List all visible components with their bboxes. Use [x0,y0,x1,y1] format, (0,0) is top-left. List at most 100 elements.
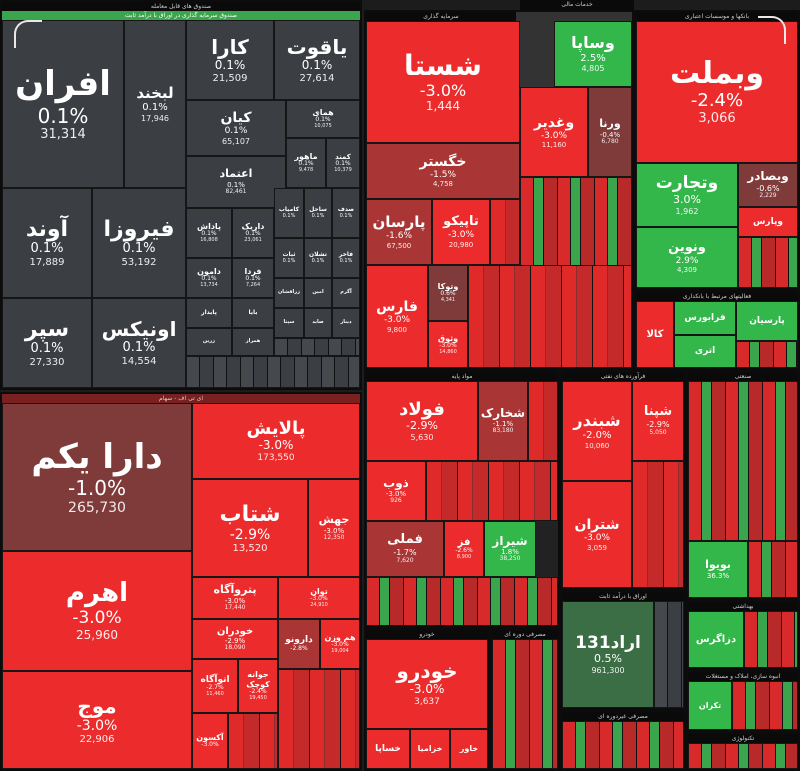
tile-javane[interactable]: جوانه کوچک -2.4% 19,450 [238,659,278,713]
tile-kian[interactable]: کیان 0.1% 65,107 [186,100,286,156]
tile-group-small[interactable] [468,265,632,368]
tile-khsapa[interactable]: خساپا [366,729,410,769]
tile-tavan[interactable]: توان -3.0% 24,910 [278,577,360,619]
tile-varna[interactable]: ورنا -0.4% 6,780 [588,87,632,177]
tile-separ[interactable]: سپر 0.1% 27,330 [2,298,92,388]
tile-athari[interactable]: اتری [674,335,736,368]
tile-etemad[interactable]: اعتماد 0.1% 82,461 [186,156,286,208]
tile-farda[interactable]: فردا 0.1% 7,264 [232,258,274,298]
tile-hamraz[interactable]: همراز [232,328,274,356]
tile-khodran[interactable]: خودران -2.9% 18,090 [192,619,278,659]
tile-group-small[interactable] [744,611,798,668]
tile-group-small[interactable] [632,461,684,588]
tile-vtejarat[interactable]: وتجارت 3.0% 1,962 [636,163,738,227]
tile-etoagah[interactable]: اتوآگاه -2.7% 11,460 [192,659,238,713]
tile-group-small[interactable] [562,721,684,769]
tile-mowj[interactable]: موج -3.0% 22,906 [2,671,192,769]
tile-shiraz[interactable]: شیراز 1.8% 38,250 [484,521,536,577]
tile-petroagah[interactable]: پتروآگاه -3.0% 17,440 [192,577,278,619]
tile-kala[interactable]: کالا [636,301,674,368]
tile-hamay[interactable]: همای 0.1% 10,075 [286,100,360,138]
tile-khzamia[interactable]: خزامیا [410,729,450,769]
tile-shasta[interactable]: شستا -3.0% 1,444 [366,21,520,143]
tile-faraboors[interactable]: فرابورس [674,301,736,335]
tile-vpars[interactable]: وپارس [738,207,798,237]
tile-group-small[interactable] [186,356,360,388]
tile-akson[interactable]: آکسون -3.0% [192,713,228,769]
tile-avand[interactable]: آوند 0.1% 17,889 [2,188,92,298]
tile-group-small[interactable] [520,177,632,267]
tile-shapna[interactable]: شپنا -2.9% 5,050 [632,381,684,461]
tile-ahrom[interactable]: آگرم [332,278,360,308]
tile-group-small[interactable] [688,381,798,541]
tile-tapiko[interactable]: تاپیکو -3.0% 20,980 [432,199,490,265]
tile-saed[interactable]: صاید [304,308,332,338]
tile-damoon[interactable]: دامون 0.1% 13,734 [186,258,232,298]
tile-yaghoot[interactable]: یاقوت 0.1% 27,614 [274,20,360,100]
tile-darik[interactable]: داریک 0.1% 23,061 [232,208,274,258]
tile-kamyab[interactable]: کامیاب 0.1% [274,188,304,238]
tile-zarafsh[interactable]: زرافشان [274,278,304,308]
tile-kara[interactable]: کارا 0.1% 21,509 [186,20,274,100]
tile-tekran[interactable]: تکران [688,681,732,730]
tile-ahrom2[interactable]: اهرم -3.0% 25,960 [2,551,192,671]
tile-firooza[interactable]: فیروزا 0.1% 53,192 [92,188,186,298]
tile-tashalo[interactable]: تشلان 0.1% [304,238,332,278]
tile-vatoka[interactable]: وتوکا 0.6% 4,341 [428,265,468,321]
tile-group-small[interactable] [366,577,558,626]
tile-femli[interactable]: فملی -1.7% 7,620 [366,521,444,577]
tile-group-small[interactable] [426,461,558,521]
tile-shetran[interactable]: شتران -3.0% 3,059 [562,481,632,588]
tile-group-small[interactable] [654,601,684,708]
tile-vbsadr[interactable]: وبصادر -0.6% 2,229 [738,163,798,207]
tile-sabat[interactable]: ثبات 0.1% [274,238,304,278]
tile-foolad[interactable]: فولاد -2.9% 5,630 [366,381,478,461]
tile-khodro[interactable]: خودرو -3.0% 3,637 [366,639,488,729]
tile-padash[interactable]: پاداش 0.1% 16,808 [186,208,232,258]
tile-vghadir[interactable]: وغدیر -3.0% 11,160 [520,87,588,177]
tile-group-small[interactable] [278,669,360,769]
tile-lebkhand[interactable]: لبخند 0.1% 17,946 [124,20,186,188]
tile-faz[interactable]: فز -2.6% 8,900 [444,521,484,577]
tile-vnovin[interactable]: ونوین 2.9% 4,309 [636,227,738,288]
tile-darayekam[interactable]: دارا یکم -1.0% 265,730 [2,403,192,551]
tile-fars[interactable]: فارس -3.0% 9,800 [366,265,428,368]
tile-zarin[interactable]: زرین [186,328,232,356]
tile-group-small[interactable] [748,541,798,598]
tile-afran[interactable]: افران 0.1% 31,314 [2,20,124,188]
tile-shekharak[interactable]: شخارک -1.1% 83,180 [478,381,528,461]
tile-vsapa[interactable]: وساپا 2.5% 4,805 [554,21,632,87]
tile-group-small[interactable] [274,338,360,356]
tile-amin[interactable]: امین [304,278,332,308]
tile-bopiva[interactable]: بویوا 36.3% [688,541,748,598]
tile-sapta[interactable]: سپتا [274,308,304,338]
tile-hamvazn[interactable]: هم وزن -3.0% 19,004 [320,619,360,669]
tile-dinar[interactable]: دینار [332,308,360,338]
tile-group-small[interactable] [736,341,798,368]
tile-mahour[interactable]: ماهور 0.1% 9,478 [286,138,326,188]
tile-daroono[interactable]: دارونو -2.8% [278,619,320,669]
tile-sedaf[interactable]: صدف 0.1% [332,188,360,238]
tile-zob[interactable]: ذوب -3.0% 926 [366,461,426,521]
tile-sahel[interactable]: ساحل 0.1% [304,188,332,238]
tile-darzagosh[interactable]: دزاگرس [688,611,744,668]
tile-khgostar[interactable]: خگستر -1.5% 4,758 [366,143,520,199]
tile-bapa[interactable]: بایا [232,298,274,328]
tile-onix[interactable]: اونیکس 0.1% 14,554 [92,298,186,388]
tile-palayesh[interactable]: پالایش -3.0% 173,550 [192,403,360,479]
tile-parsian[interactable]: پارسیان [736,301,798,341]
tile-jahesh[interactable]: جهش -3.0% 12,350 [308,479,360,577]
tile-shetab[interactable]: شتاب -2.9% 13,520 [192,479,308,577]
tile-arad131[interactable]: اراد131 0.5% 961,300 [562,601,654,708]
tile-group-small[interactable] [738,237,798,288]
tile-group-small[interactable] [228,713,278,769]
tile-group-small[interactable] [528,381,558,461]
tile-payadar[interactable]: پایدار [186,298,232,328]
tile-vesoogh[interactable]: وثوق -3.0% 14,860 [428,321,468,368]
tile-group-small[interactable] [688,743,798,769]
tile-kamand[interactable]: کمند 0.1% 10,379 [326,138,360,188]
tile-parsan[interactable]: پارسان -1.6% 67,500 [366,199,432,265]
tile-vbemellat[interactable]: وبملت -2.4% 3,066 [636,21,798,163]
tile-group-small[interactable] [490,199,520,265]
tile-fakher[interactable]: فاخر 0.1% [332,238,360,278]
